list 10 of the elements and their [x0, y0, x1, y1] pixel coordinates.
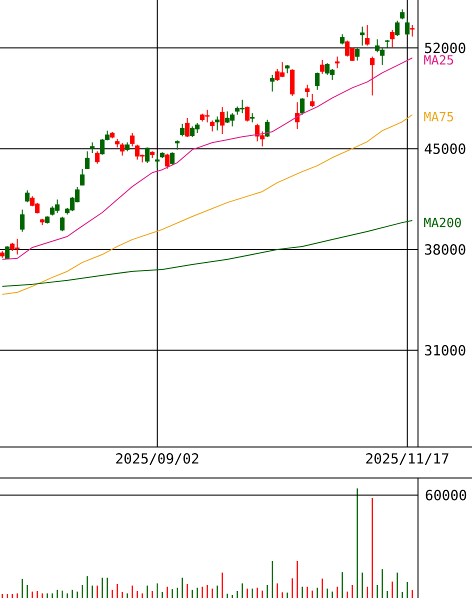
y-tick-label: 38000 [424, 244, 466, 255]
y-tick-label: 31000 [424, 344, 466, 356]
y-tick-label: 45000 [424, 143, 466, 154]
series-label: MA200 [424, 218, 461, 228]
series-label: MA25 [424, 55, 454, 65]
x-tick-label: 2025/11/17 [366, 453, 448, 465]
series-label: MA75 [424, 112, 454, 122]
y-tick-label: 52000 [425, 42, 466, 54]
x-tick-label: 2025/09/02 [116, 453, 198, 465]
text: 60000 [426, 490, 466, 500]
